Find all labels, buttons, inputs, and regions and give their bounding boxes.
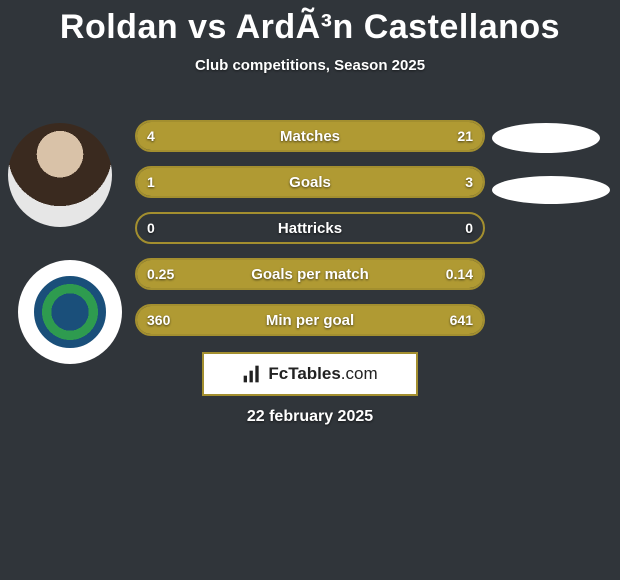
stat-label: Min per goal bbox=[137, 306, 483, 334]
stat-value-right: 0 bbox=[465, 214, 473, 242]
stat-value-left: 4 bbox=[147, 122, 155, 150]
stats-comparison-chart: Matches4 21 Goals1 3 Hattricks0 0 Goals per ma… bbox=[135, 120, 485, 350]
page-title: Roldan vs ArdÃ³n Castellanos bbox=[0, 0, 620, 47]
footer-date: 22 february 2025 bbox=[0, 408, 620, 426]
stat-value-left: 0 bbox=[147, 214, 155, 242]
player1-club-badge bbox=[18, 260, 122, 364]
player2-avatar-placeholder bbox=[492, 123, 600, 153]
stat-value-left: 1 bbox=[147, 168, 155, 196]
stat-row: Goals per match0.25 0.14 bbox=[135, 258, 485, 290]
page-subtitle: Club competitions, Season 2025 bbox=[0, 57, 620, 74]
stat-value-right: 0.14 bbox=[446, 260, 473, 288]
stat-label: Goals per match bbox=[137, 260, 483, 288]
stat-row: Goals1 3 bbox=[135, 166, 485, 198]
stat-label: Hattricks bbox=[137, 214, 483, 242]
brand-suffix: .com bbox=[341, 364, 378, 383]
bar-chart-icon bbox=[242, 364, 262, 384]
club-badge-icon bbox=[34, 276, 106, 348]
stat-value-right: 3 bbox=[465, 168, 473, 196]
stat-value-right: 641 bbox=[450, 306, 473, 334]
stat-label: Matches bbox=[137, 122, 483, 150]
stat-row: Matches4 21 bbox=[135, 120, 485, 152]
stat-row: Min per goal360 641 bbox=[135, 304, 485, 336]
stat-label: Goals bbox=[137, 168, 483, 196]
player2-club-placeholder bbox=[492, 176, 610, 204]
brand-attribution: FcTables.com bbox=[202, 352, 418, 396]
brand-text: FcTables.com bbox=[268, 364, 377, 384]
stat-value-right: 21 bbox=[457, 122, 473, 150]
player1-avatar bbox=[8, 123, 112, 227]
stat-value-left: 0.25 bbox=[147, 260, 174, 288]
brand-name: FcTables bbox=[268, 364, 340, 383]
stat-row: Hattricks0 0 bbox=[135, 212, 485, 244]
stat-value-left: 360 bbox=[147, 306, 170, 334]
